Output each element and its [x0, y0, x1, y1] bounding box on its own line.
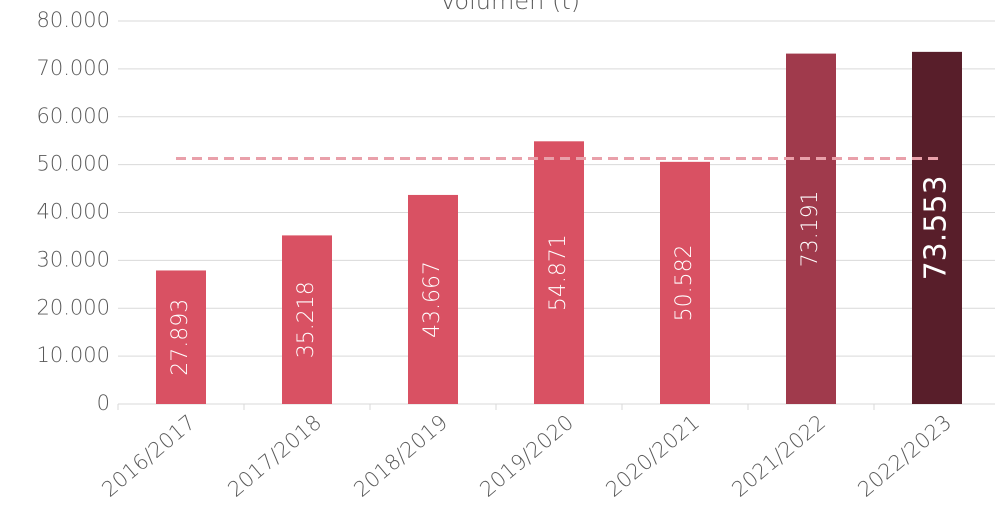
data-label: 43.667 [420, 261, 445, 338]
x-tick-label: 2017/2018 [223, 410, 326, 502]
data-label: 27.893 [168, 299, 193, 376]
y-tick-label: 60.000 [37, 104, 110, 128]
chart-title: Volumen (t) [440, 0, 580, 15]
y-tick-label: 0 [97, 391, 110, 415]
data-label: 54.871 [546, 234, 571, 311]
x-tick-label: 2022/2023 [853, 410, 956, 502]
y-tick-label: 30.000 [37, 247, 110, 271]
y-tick-label: 20.000 [37, 295, 110, 319]
x-tick-label: 2018/2019 [349, 410, 452, 502]
data-label: 73.191 [798, 190, 823, 267]
x-tick-label: 2016/2017 [97, 410, 200, 502]
data-label: 35.218 [294, 281, 319, 358]
y-tick-label: 10.000 [37, 343, 110, 367]
x-tick-label: 2021/2022 [727, 410, 830, 502]
x-tick-label: 2020/2021 [601, 410, 704, 502]
bar [786, 53, 836, 405]
y-tick-label: 80.000 [37, 8, 110, 32]
y-tick-label: 50.000 [37, 152, 110, 176]
bar [408, 194, 458, 404]
data-label: 50.582 [672, 244, 697, 321]
bar [156, 270, 206, 404]
bar [534, 141, 584, 404]
bar [660, 161, 710, 404]
data-label: 73.553 [919, 175, 954, 280]
x-tick-label: 2019/2020 [475, 410, 578, 502]
bar [912, 51, 962, 404]
y-tick-label: 40.000 [37, 200, 110, 224]
y-tick-label: 70.000 [37, 56, 110, 80]
bar [282, 235, 332, 404]
